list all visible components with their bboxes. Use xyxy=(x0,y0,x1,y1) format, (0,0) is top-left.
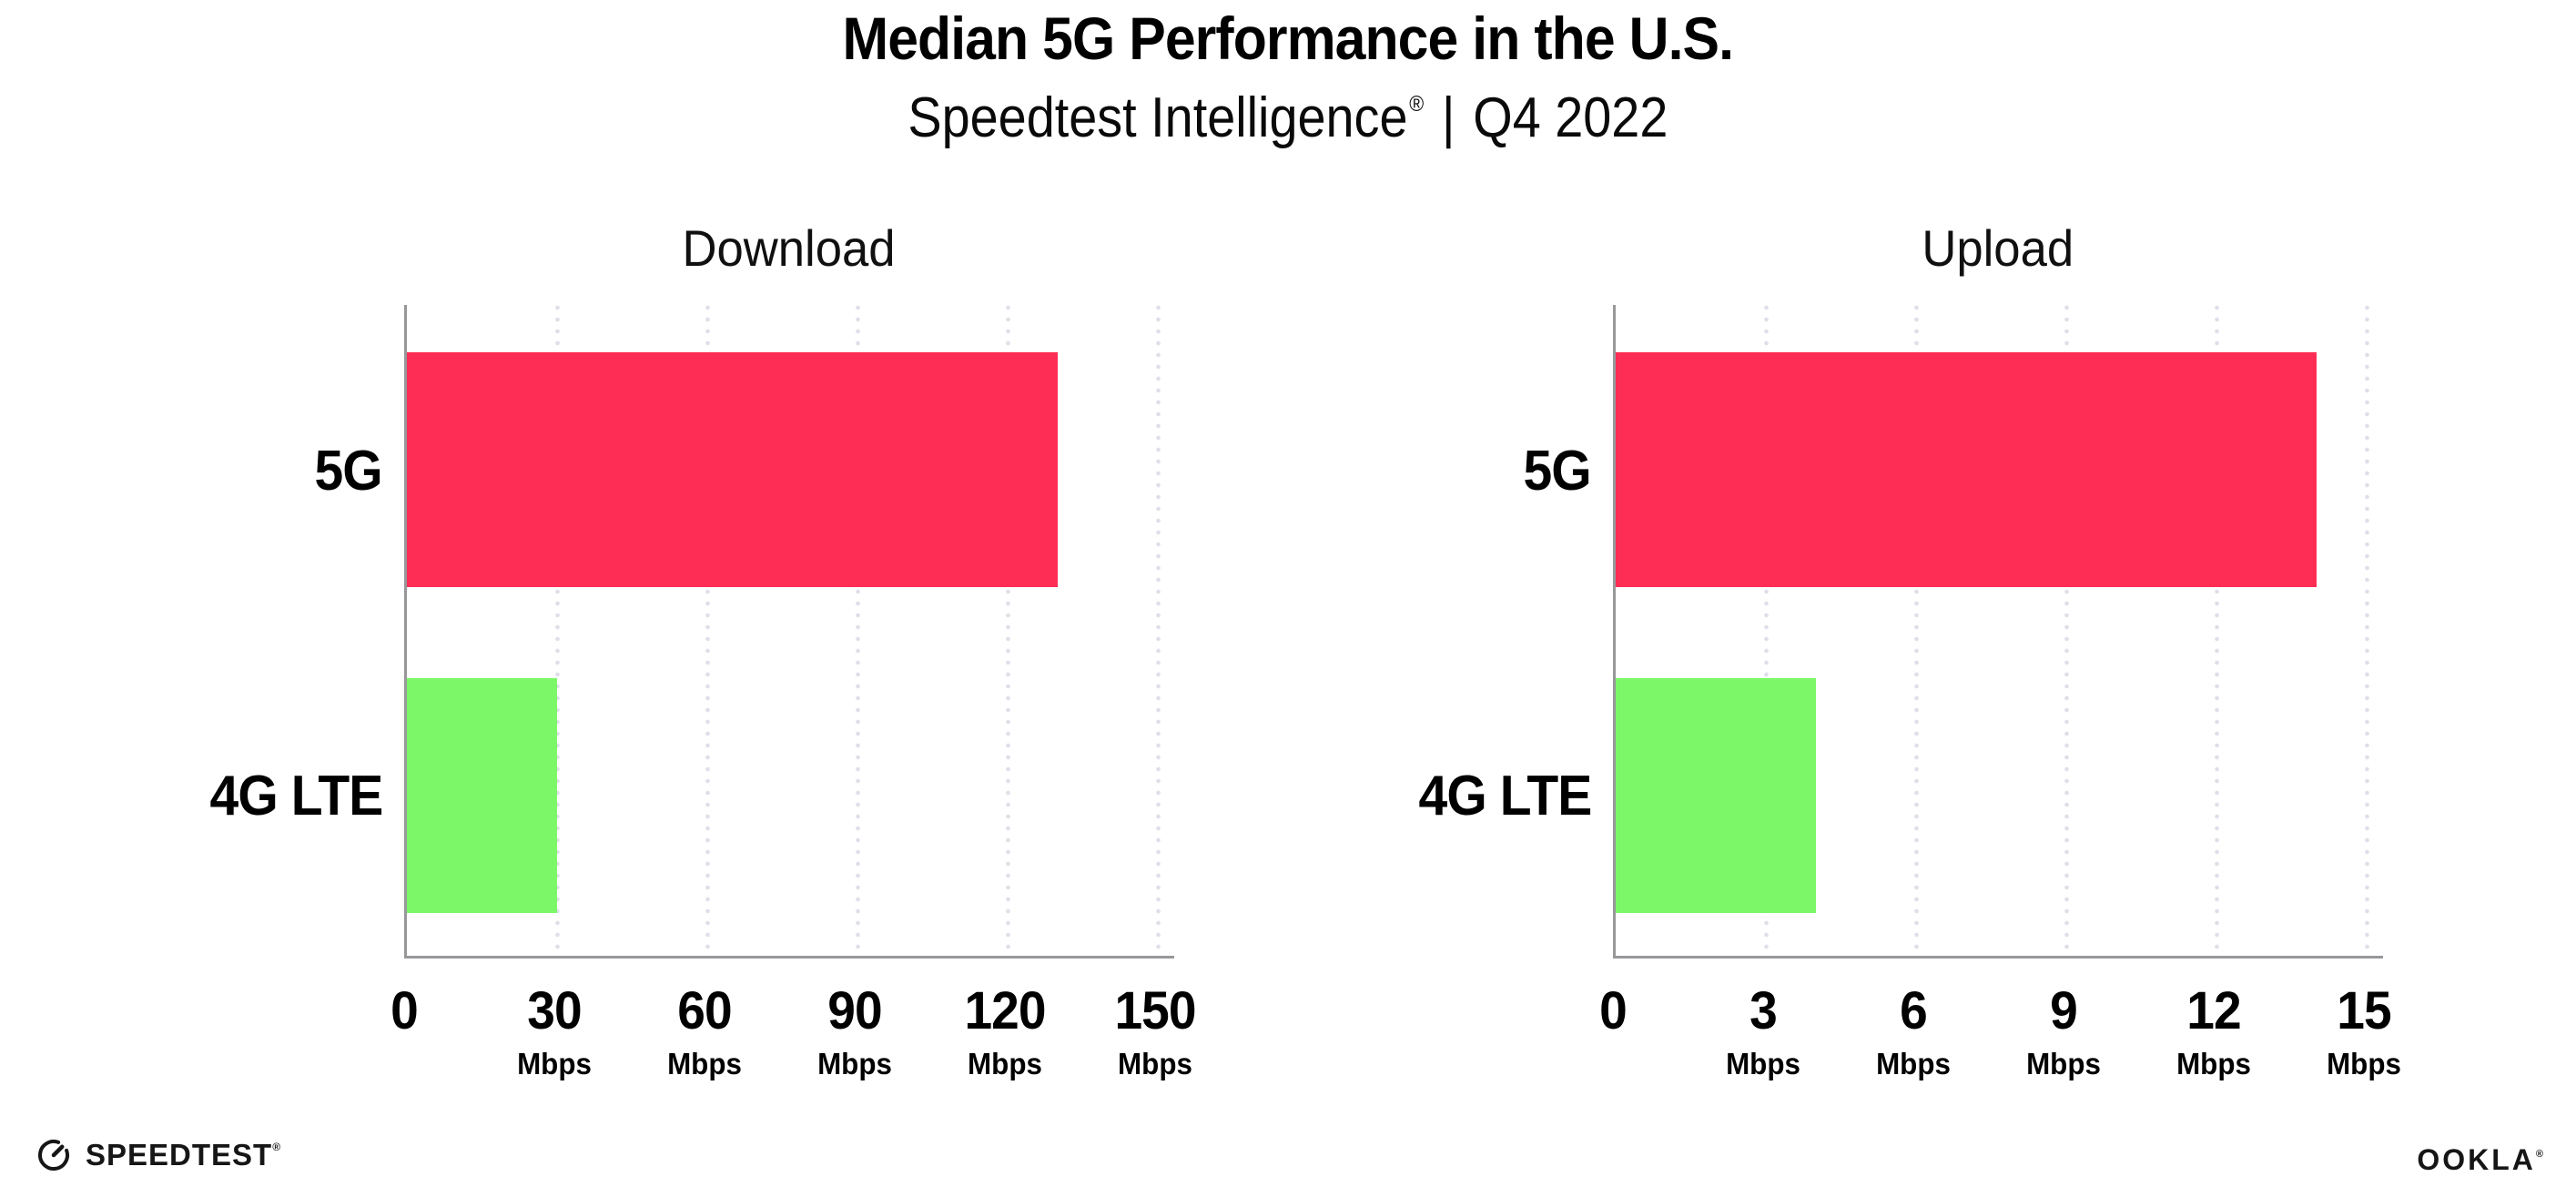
gridline xyxy=(705,305,710,956)
category-label-5g: 5G xyxy=(314,440,383,502)
gridline xyxy=(555,305,560,956)
unit-label: Mbps xyxy=(2026,1047,2101,1080)
gridline xyxy=(1914,305,1919,956)
download-x-axis: 0 30 Mbps 60 Mbps 90 Mbps 120 Mbps 150 Mbps xyxy=(390,981,1196,1112)
gridline xyxy=(856,305,860,956)
bar-5g-download xyxy=(407,352,1058,587)
unit-label: Mbps xyxy=(1726,1047,1800,1080)
speedtest-logo: SPEEDTEST® xyxy=(35,1136,281,1174)
unit-label: Mbps xyxy=(2327,1047,2401,1080)
upload-category-labels: 5G 4G LTE xyxy=(1227,305,1613,959)
x-tick: 120 Mbps xyxy=(964,981,1046,1081)
x-tick: 0 xyxy=(1599,981,1628,1040)
subtitle-period: Q4 2022 xyxy=(1473,86,1668,149)
registered-mark: ® xyxy=(1409,92,1425,117)
download-chart-title: Download xyxy=(682,219,897,277)
gridline xyxy=(1156,305,1161,956)
x-tick: 12 Mbps xyxy=(2176,981,2251,1081)
x-tick: 15 Mbps xyxy=(2327,981,2401,1081)
page-title-text: Median 5G Performance in the U.S. xyxy=(842,5,1734,72)
upload-scale xyxy=(1616,305,2369,956)
x-tick: 60 Mbps xyxy=(667,981,742,1081)
category-label-4g-lte: 4G LTE xyxy=(209,765,383,827)
ookla-wordmark: OOKLA xyxy=(2417,1143,2536,1176)
speedtest-gauge-icon xyxy=(38,1140,69,1171)
upload-x-axis: 0 3 Mbps 6 Mbps 9 Mbps 12 Mbps 15 Mbps xyxy=(1599,981,2401,1112)
x-tick: 30 Mbps xyxy=(517,981,592,1081)
x-tick: 90 Mbps xyxy=(817,981,892,1081)
bar-5g-upload xyxy=(1616,352,2317,587)
x-tick: 9 Mbps xyxy=(2026,981,2101,1081)
gridline xyxy=(1006,305,1010,956)
unit-label: Mbps xyxy=(667,1047,742,1080)
subtitle-separator: | xyxy=(1442,86,1455,149)
subtitle: Speedtest Intelligence® | Q4 2022 xyxy=(0,86,2576,150)
upload-chart-title: Upload xyxy=(1922,219,2074,277)
download-scale xyxy=(407,305,1161,956)
gridline xyxy=(2215,305,2219,956)
unit-label: Mbps xyxy=(817,1047,892,1080)
page-title: Median 5G Performance in the U.S. xyxy=(0,4,2576,73)
registered-mark: ® xyxy=(272,1141,282,1153)
unit-label: Mbps xyxy=(1118,1047,1192,1080)
speedtest-wordmark: SPEEDTEST® xyxy=(86,1138,282,1172)
gridline xyxy=(1764,305,1769,956)
category-label-5g: 5G xyxy=(1523,440,1592,502)
download-plot-area xyxy=(404,305,1174,959)
ookla-logo: OOKLA® xyxy=(2417,1143,2543,1177)
subtitle-brand: Speedtest Intelligence xyxy=(908,86,1408,149)
unit-label: Mbps xyxy=(2176,1047,2251,1080)
bar-4g-lte-download xyxy=(407,678,557,913)
unit-label: Mbps xyxy=(1876,1047,1951,1080)
upload-plot-area xyxy=(1613,305,2383,959)
category-label-4g-lte: 4G LTE xyxy=(1418,765,1592,827)
x-tick: 3 Mbps xyxy=(1726,981,1800,1081)
download-category-labels: 5G 4G LTE xyxy=(18,305,404,959)
gridline xyxy=(2365,305,2369,956)
x-tick: 0 xyxy=(390,981,419,1040)
bar-4g-lte-upload xyxy=(1616,678,1816,913)
x-tick: 6 Mbps xyxy=(1876,981,1951,1081)
x-tick: 150 Mbps xyxy=(1114,981,1196,1081)
registered-mark: ® xyxy=(2535,1149,2543,1160)
unit-label: Mbps xyxy=(968,1047,1042,1080)
gridline xyxy=(2064,305,2069,956)
unit-label: Mbps xyxy=(517,1047,592,1080)
